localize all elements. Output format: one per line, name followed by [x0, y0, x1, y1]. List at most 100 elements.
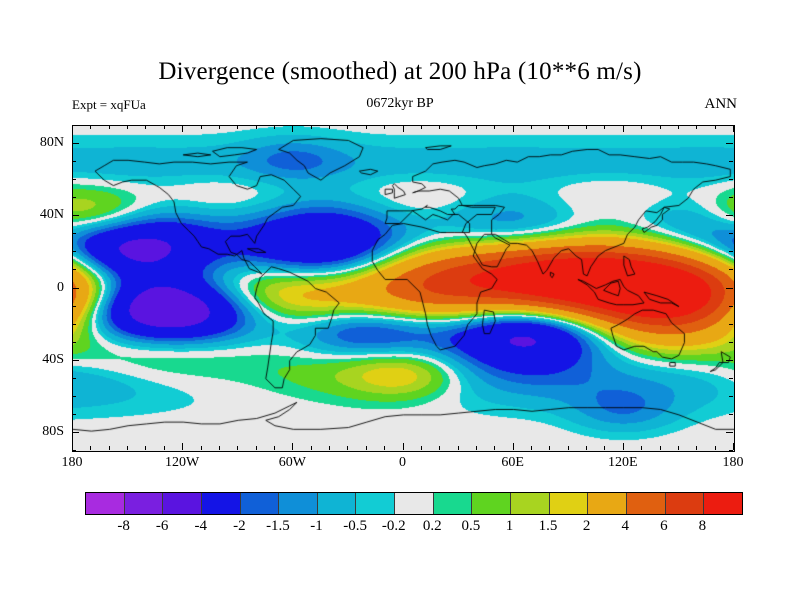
axis-tick — [72, 269, 76, 270]
axis-tick — [604, 446, 605, 450]
colorbar-band — [395, 493, 434, 514]
axis-tick — [72, 324, 76, 325]
axis-tick — [531, 446, 532, 450]
axis-tick — [201, 125, 202, 129]
axis-tick — [726, 360, 733, 361]
map-plot-area — [72, 125, 735, 452]
colorbar — [85, 492, 743, 515]
axis-tick — [641, 125, 642, 129]
colorbar-band — [201, 493, 241, 514]
axis-tick — [311, 125, 312, 129]
axis-tick — [329, 125, 330, 129]
colorbar-band — [86, 493, 125, 514]
colorbar-tick-label: -8 — [117, 518, 130, 534]
axis-tick — [421, 446, 422, 450]
axis-tick — [366, 446, 367, 450]
axis-tick — [145, 446, 146, 450]
colorbar-band — [317, 493, 357, 514]
x-tick-label: 60W — [278, 455, 306, 470]
axis-tick — [678, 125, 679, 129]
axis-tick — [182, 125, 183, 132]
colorbar-tick-label: -0.5 — [343, 518, 367, 534]
axis-tick — [72, 360, 79, 361]
axis-tick — [729, 324, 733, 325]
axis-tick — [237, 125, 238, 129]
axis-tick — [421, 125, 422, 129]
axis-tick — [403, 125, 404, 132]
axis-tick — [733, 443, 734, 450]
axis-tick — [623, 125, 624, 132]
axis-tick — [729, 197, 733, 198]
colorbar-band — [163, 493, 202, 514]
axis-tick — [384, 125, 385, 129]
axis-tick — [72, 414, 76, 415]
axis-tick — [715, 446, 716, 450]
colorbar-tick-label: 8 — [698, 518, 707, 534]
axis-tick — [729, 378, 733, 379]
axis-tick — [72, 396, 76, 397]
axis-tick — [311, 446, 312, 450]
axis-tick — [729, 342, 733, 343]
colorbar-band — [433, 493, 473, 514]
axis-tick — [439, 125, 440, 129]
axis-tick — [145, 125, 146, 129]
axis-tick — [256, 125, 257, 129]
axis-tick — [494, 446, 495, 450]
axis-tick — [729, 269, 733, 270]
axis-tick — [219, 125, 220, 129]
axis-tick — [256, 446, 257, 450]
axis-tick — [660, 125, 661, 129]
colorbar-band — [588, 493, 627, 514]
subtitle: 0672kyr BP — [366, 96, 434, 111]
page-title: Divergence (smoothed) at 200 hPa (10**6 … — [158, 58, 642, 85]
axis-tick — [72, 288, 79, 289]
coastline-overlay — [73, 126, 734, 451]
axis-tick — [292, 125, 293, 132]
colorbar-band — [665, 493, 705, 514]
axis-tick — [726, 432, 733, 433]
axis-tick — [513, 125, 514, 132]
axis-tick — [715, 125, 716, 129]
axis-tick — [568, 125, 569, 129]
axis-tick — [549, 446, 550, 450]
axis-tick — [366, 125, 367, 129]
axis-tick — [201, 446, 202, 450]
axis-tick — [586, 125, 587, 129]
axis-tick — [274, 446, 275, 450]
axis-tick — [127, 125, 128, 129]
x-tick-label: 120E — [608, 455, 638, 470]
axis-tick — [531, 125, 532, 129]
axis-tick — [476, 125, 477, 129]
axis-tick — [458, 125, 459, 129]
season-label: ANN — [704, 96, 738, 112]
x-tick-label: 180 — [722, 455, 744, 470]
colorbar-tick-label: -4 — [194, 518, 208, 534]
axis-tick — [347, 125, 348, 129]
axis-tick — [729, 414, 733, 415]
axis-tick — [72, 306, 76, 307]
axis-tick — [458, 446, 459, 450]
axis-tick — [72, 450, 76, 451]
x-tick-label: 0 — [399, 455, 406, 470]
axis-tick — [403, 443, 404, 450]
axis-tick — [726, 143, 733, 144]
axis-tick — [513, 443, 514, 450]
colorbar-tick-label: -0.2 — [381, 518, 406, 534]
colorbar-tick-label: 6 — [660, 518, 668, 534]
axis-tick — [292, 443, 293, 450]
axis-tick — [568, 446, 569, 450]
axis-tick — [90, 125, 91, 129]
axis-tick — [72, 251, 76, 252]
colorbar-tick-label: 1.5 — [538, 518, 558, 534]
axis-tick — [660, 446, 661, 450]
axis-tick — [641, 446, 642, 450]
axis-tick — [164, 125, 165, 129]
axis-tick — [72, 125, 73, 132]
axis-tick — [127, 446, 128, 450]
experiment-label: Expt = xqFUa — [72, 97, 146, 112]
axis-tick — [164, 446, 165, 450]
axis-tick — [729, 396, 733, 397]
y-tick-label: 0 — [57, 279, 64, 295]
colorbar-band — [279, 493, 318, 514]
